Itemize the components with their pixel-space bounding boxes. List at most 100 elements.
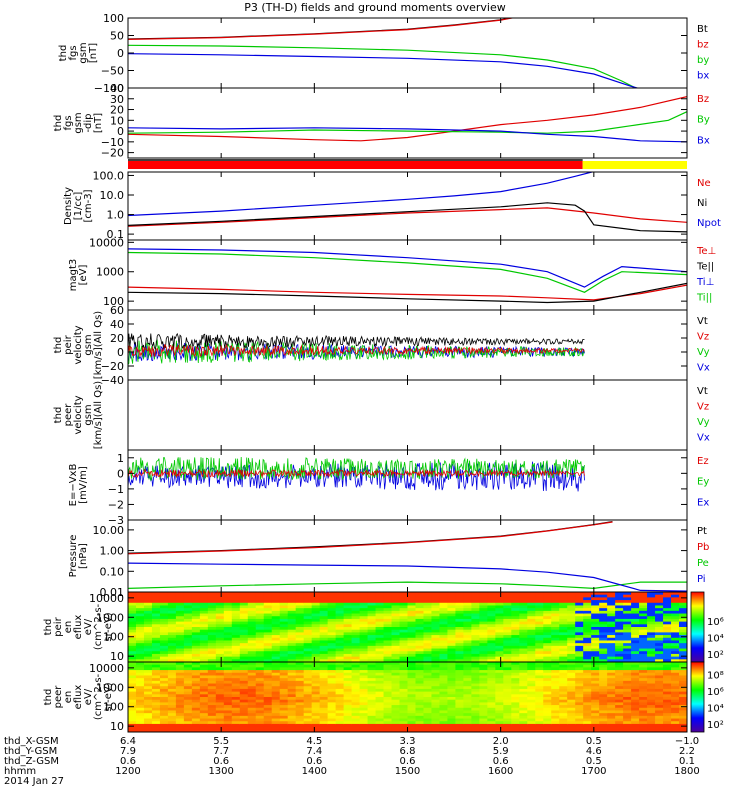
spectrogram-cell <box>191 729 201 732</box>
spectrogram-cell <box>351 632 361 636</box>
spectrogram-cell <box>647 675 656 679</box>
spectrogram-cell <box>335 602 345 607</box>
spectrogram-cell <box>655 645 664 650</box>
spectrogram-cell <box>295 707 305 712</box>
spectrogram-cell <box>255 710 265 714</box>
spectrogram-cell <box>599 605 608 609</box>
spectrogram-cell <box>407 707 417 712</box>
spectrogram-cell <box>351 616 361 620</box>
spectrogram-cell <box>263 718 273 722</box>
spectrogram-cell <box>543 613 552 617</box>
spectrogram-cell <box>223 680 233 685</box>
spectrogram-cell <box>239 656 249 660</box>
spectrogram-cell <box>327 653 337 658</box>
spectrogram-cell <box>287 605 297 609</box>
spectrogram-cell <box>647 705 656 709</box>
spectrogram-cell <box>455 621 464 625</box>
spectrogram-cell <box>215 648 225 652</box>
spectrogram-cell <box>335 653 345 658</box>
spectrogram-cell <box>671 683 680 687</box>
spectrogram-cell <box>231 592 241 596</box>
spectrogram-cell <box>223 705 233 709</box>
spectrogram-cell <box>551 691 560 695</box>
spectrogram-cell <box>279 713 289 717</box>
spectrogram-cell <box>439 624 449 628</box>
spectrogram-cell <box>287 729 297 732</box>
spectrogram-cell <box>335 659 345 662</box>
y-tick-label: 100 <box>103 631 124 644</box>
spectrogram-cell <box>287 597 297 601</box>
spectrogram-cell <box>191 621 201 625</box>
spectrogram-cell <box>391 624 401 628</box>
spectrogram-cell <box>455 616 464 620</box>
spectrogram-cell <box>279 637 289 642</box>
spectrogram-cell <box>143 675 153 679</box>
spectrogram-cell <box>159 705 169 709</box>
spectrogram-cell <box>239 664 249 668</box>
spectrogram-cell <box>159 605 169 609</box>
spectrogram-cell <box>495 653 504 658</box>
spectrogram-cell <box>487 651 496 655</box>
spectrogram-cell <box>391 592 401 596</box>
spectrogram-cell <box>191 648 201 652</box>
spectrogram-cell <box>239 608 249 612</box>
spectrogram-cell <box>623 627 632 631</box>
spectrogram-cell <box>655 726 664 730</box>
spectrogram-cell <box>375 653 385 658</box>
spectrogram-cell <box>679 697 687 701</box>
spectrogram-cell <box>263 670 273 674</box>
spectrogram-cell <box>471 662 480 666</box>
spectrogram-cell <box>399 618 409 623</box>
spectrogram-cell <box>631 678 640 682</box>
spectrogram-cell <box>159 678 169 682</box>
spectrogram-cell <box>487 713 496 717</box>
legend-Pt: Pt <box>697 526 707 537</box>
spectrogram-cell <box>247 597 257 601</box>
spectrogram-cell <box>303 705 313 709</box>
spectrogram-cell <box>575 608 584 612</box>
spectrogram-cell <box>135 680 145 685</box>
spectrogram-cell <box>391 721 401 725</box>
spectrogram-cell <box>159 729 169 732</box>
spectrogram-cell <box>407 715 417 720</box>
spectrogram-cell <box>679 710 687 714</box>
spectrogram-cell <box>231 729 241 732</box>
spectrogram-cell <box>271 613 281 617</box>
spectrogram-cell <box>295 718 305 722</box>
spectrogram-cell <box>319 602 329 607</box>
spectrogram-cell <box>431 605 441 609</box>
spectrogram-cell <box>128 678 137 682</box>
spectrogram-cell <box>239 618 249 623</box>
spectrogram-cell <box>663 688 672 693</box>
y-tick-label: 30 <box>110 93 124 106</box>
spectrogram-cell <box>567 592 576 596</box>
spectrogram-cell <box>175 648 185 652</box>
spectrogram-cell <box>495 702 504 706</box>
spectrogram-cell <box>543 705 552 709</box>
spectrogram-cell <box>615 605 624 609</box>
spectrogram-cell <box>591 600 600 604</box>
spectrogram-cell <box>647 616 656 620</box>
spectrogram-cell <box>215 613 225 617</box>
spectrogram-cell <box>311 632 321 636</box>
spectrogram-cell <box>199 597 209 601</box>
spectrogram-cell <box>247 605 257 609</box>
spectrogram-cell <box>671 624 680 628</box>
spectrogram-cell <box>199 670 209 674</box>
spectrogram-cell <box>671 705 680 709</box>
spectrogram-cell <box>567 718 576 722</box>
spectrogram-cell <box>151 686 161 690</box>
spectrogram-cell <box>343 678 353 682</box>
spectrogram-cell <box>239 713 249 717</box>
spectrogram-cell <box>215 616 225 620</box>
spectrogram-cell <box>183 670 193 674</box>
spectrogram-cell <box>311 699 321 703</box>
spectrogram-cell <box>343 721 353 725</box>
spectrogram-cell <box>463 640 472 644</box>
spectrogram-cell <box>551 697 560 701</box>
x-row-value: 7.9 <box>120 746 136 757</box>
spectrogram-cell <box>191 651 201 655</box>
spectrogram-cell <box>391 643 401 647</box>
spectrogram-cell <box>247 702 257 706</box>
spectrogram-cell <box>319 637 329 642</box>
